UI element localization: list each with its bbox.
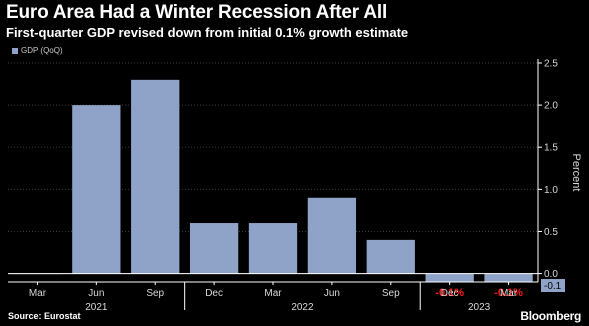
bar: [189, 223, 239, 274]
chart-title: Euro Area Had a Winter Recession After A…: [6, 2, 388, 23]
x-year-label: 2023: [468, 302, 491, 313]
bar: [248, 223, 298, 274]
bar: [484, 273, 533, 282]
x-tick-label: Mar: [500, 288, 518, 299]
y-tick-label: 0.0: [544, 269, 558, 280]
chart-subtitle: First-quarter GDP revised down from init…: [6, 25, 409, 40]
x-year-label: 2022: [291, 302, 314, 313]
y-tick-label: 2.5: [544, 59, 558, 70]
bar: [307, 197, 357, 274]
legend-swatch: [12, 47, 18, 54]
bar: [72, 105, 121, 274]
y-tick-label: 2.0: [544, 101, 558, 112]
x-tick-label: Dec: [205, 288, 223, 299]
legend-label: GDP (QoQ): [21, 46, 63, 55]
last-value-label: -0.1: [544, 281, 562, 292]
source-note: Source: Eurostat: [8, 311, 81, 321]
x-tick-label: Sep: [146, 288, 164, 299]
bloomberg-logo: Bloomberg: [520, 309, 581, 323]
x-tick-label: Dec: [441, 288, 459, 299]
x-tick-label: Sep: [382, 288, 400, 299]
x-tick-label: Mar: [264, 288, 282, 299]
bar: [131, 79, 180, 274]
bar: [425, 273, 474, 282]
y-axis-title: Percent: [570, 154, 582, 192]
x-year-label: 2021: [85, 302, 108, 313]
y-tick-label: 1.5: [544, 143, 558, 154]
y-tick-label: 0.5: [544, 227, 558, 238]
data-label: -0.1%: [435, 287, 464, 299]
y-tick-label: 1.0: [544, 185, 558, 196]
x-tick-label: Jun: [88, 288, 104, 299]
x-tick-label: Mar: [29, 288, 47, 299]
last-value-tag: [541, 279, 565, 292]
bar: [366, 239, 415, 274]
data-label: -0.1%: [494, 287, 523, 299]
x-tick-label: Jun: [324, 288, 340, 299]
chart-legend: GDP (QoQ): [12, 46, 63, 55]
